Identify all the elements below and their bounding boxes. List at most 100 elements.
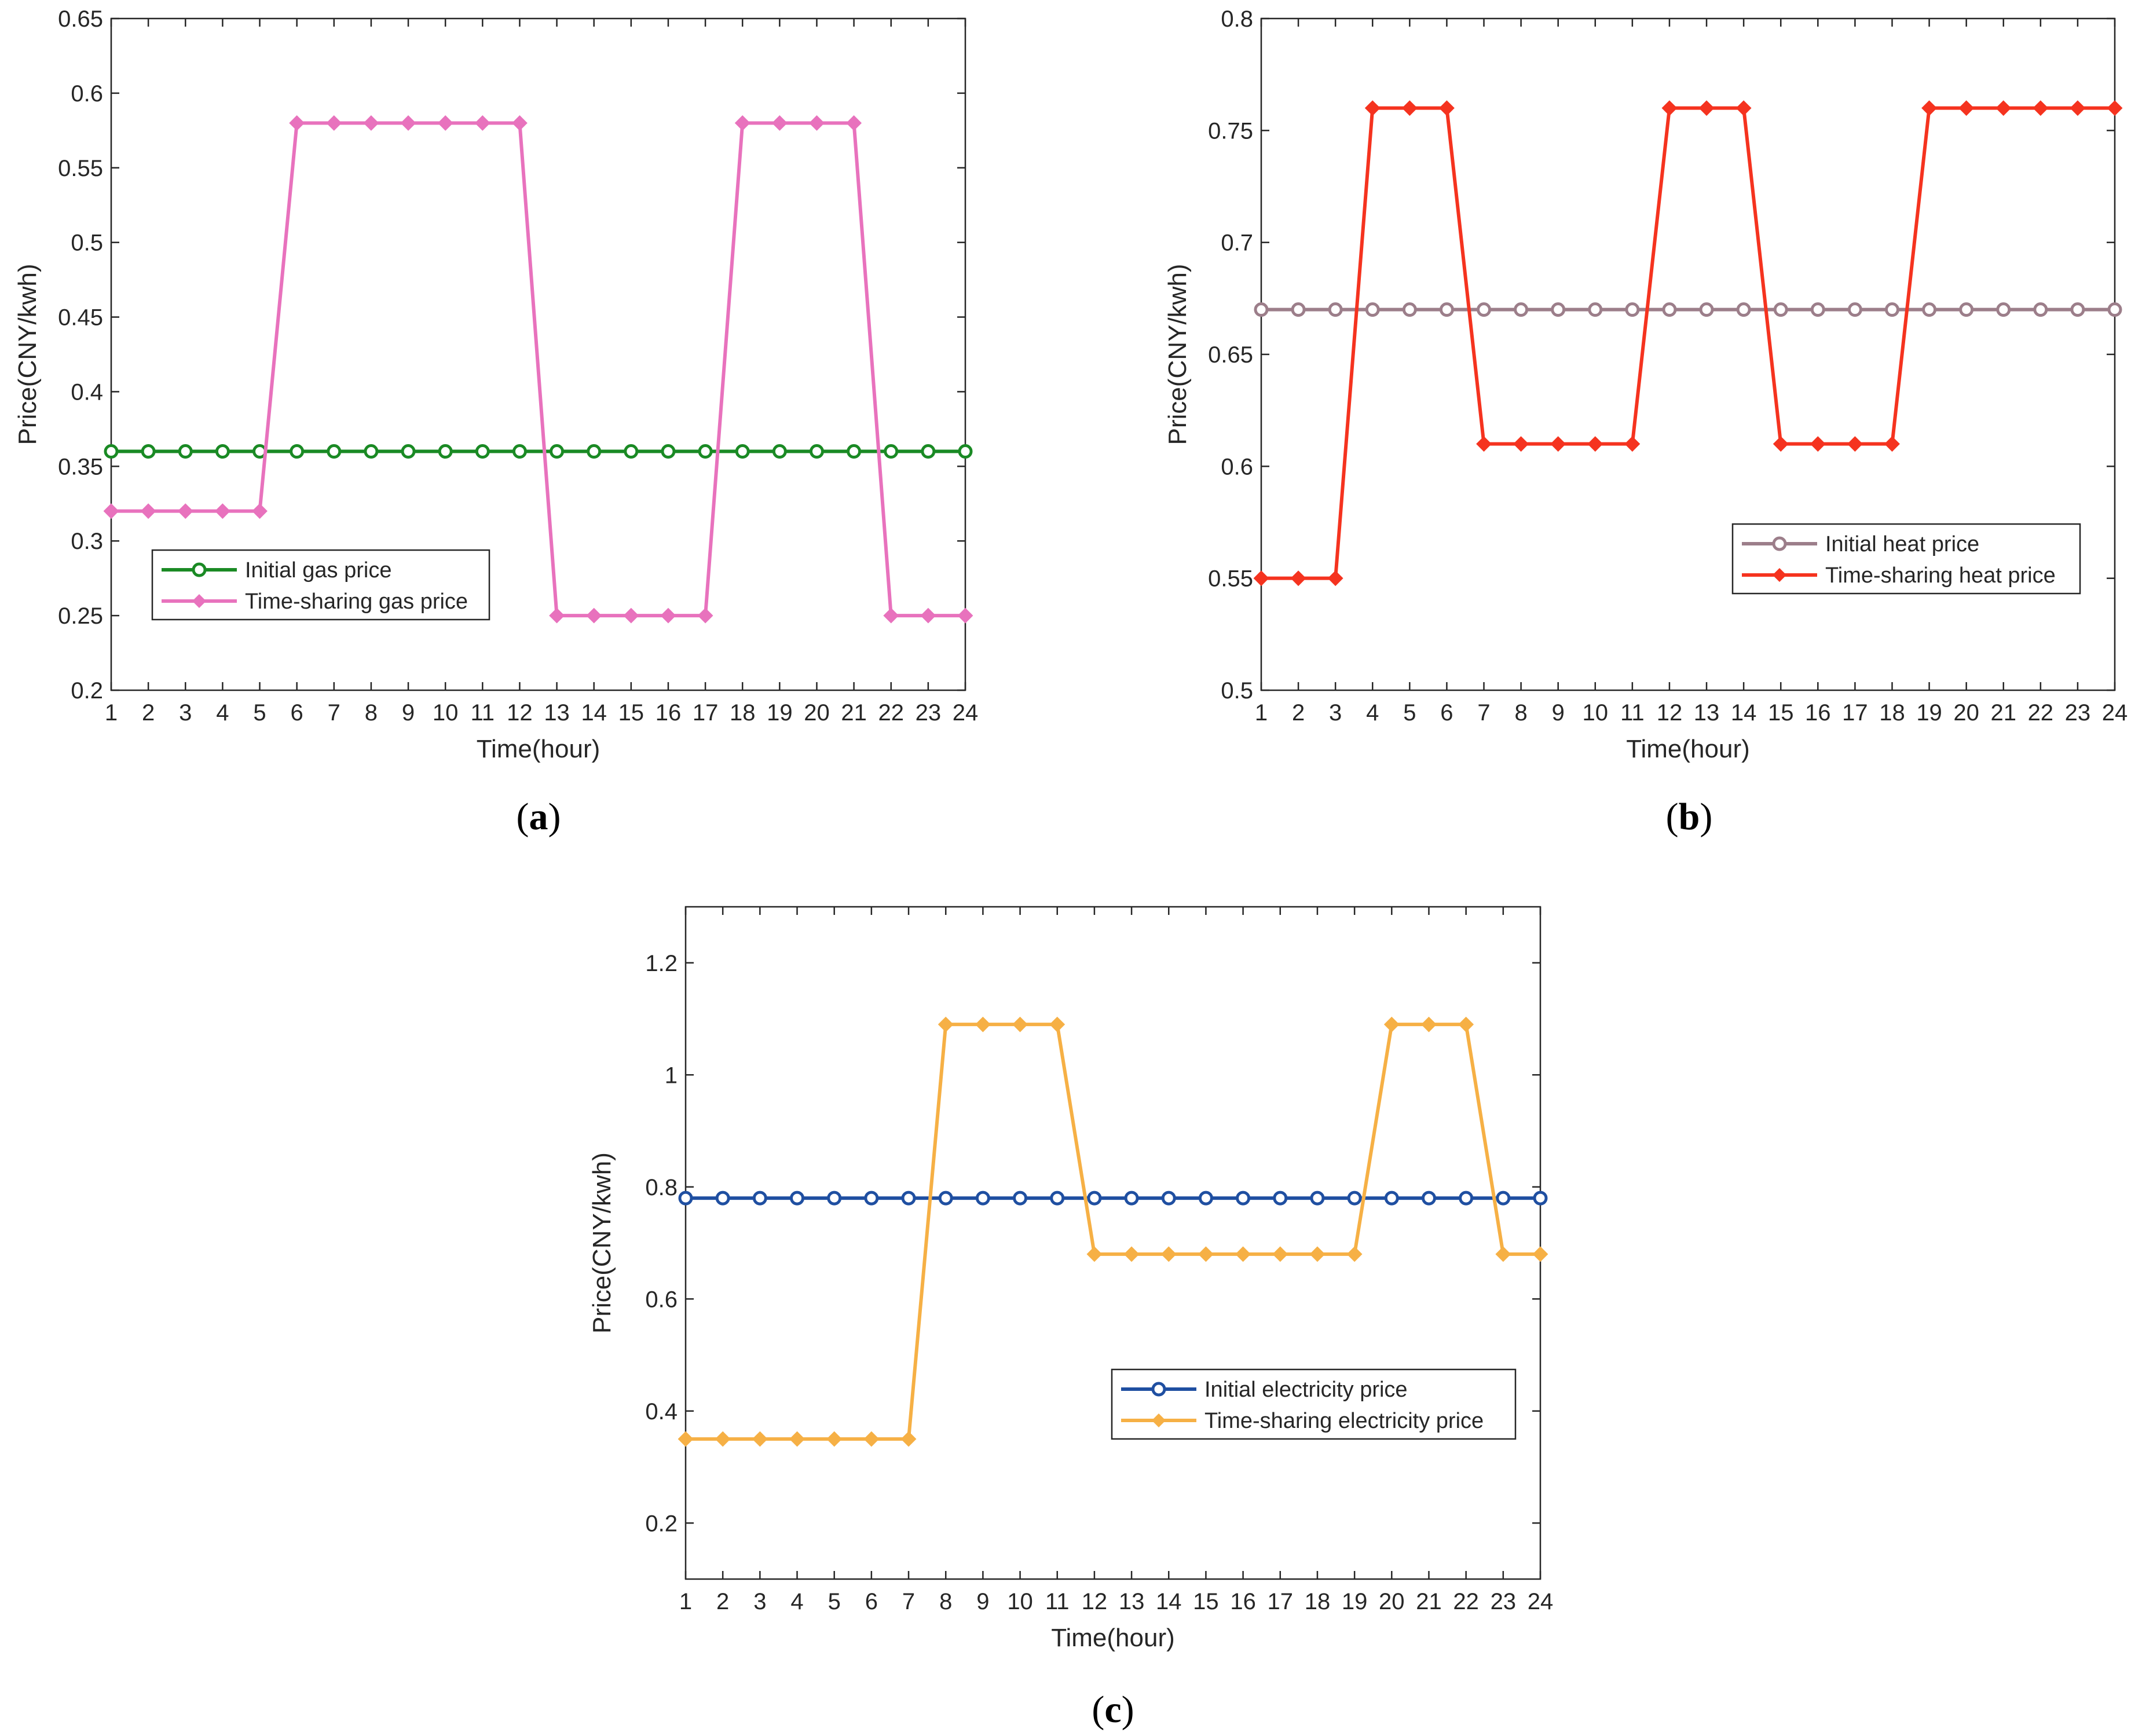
x-tick-label-a: 14	[581, 700, 607, 726]
data-point-a-1	[326, 115, 342, 131]
data-point-a-1	[103, 503, 119, 519]
legend-c: Initial electricity price Time-sharing el…	[1111, 1368, 1517, 1440]
x-tick-label-a: 18	[730, 700, 756, 726]
x-tick-label-b: 23	[2065, 700, 2091, 726]
x-tick-label-b: 8	[1514, 700, 1527, 726]
data-point-a-1	[957, 607, 973, 624]
data-point-c-0	[1161, 1191, 1176, 1206]
data-point-b-1	[1735, 100, 1752, 116]
data-point-a-1	[289, 115, 305, 131]
data-point-a-1	[474, 115, 490, 131]
y-tick-label-b: 0.55	[1208, 566, 1253, 592]
data-point-a-0	[587, 444, 602, 459]
data-point-b-1	[1253, 570, 1269, 587]
x-tick-label-c: 1	[679, 1589, 692, 1614]
x-tick-label-c: 6	[865, 1589, 878, 1614]
data-point-c-0	[1347, 1191, 1362, 1206]
data-point-c-1	[975, 1016, 991, 1032]
data-point-c-1	[1235, 1246, 1251, 1262]
x-tick-label-b: 11	[1620, 700, 1645, 726]
series-b-1	[1253, 100, 2123, 587]
data-point-a-0	[809, 444, 824, 459]
data-point-b-0	[2107, 302, 2122, 317]
data-point-a-1	[586, 607, 602, 624]
data-point-b-1	[1995, 100, 2012, 116]
data-point-c-1	[863, 1431, 880, 1447]
data-point-c-0	[1013, 1191, 1028, 1206]
x-tick-label-b: 6	[1440, 700, 1453, 726]
x-tick-label-a: 16	[656, 700, 682, 726]
y-tick-label-a: 0.45	[58, 305, 103, 331]
data-point-a-0	[550, 444, 565, 459]
x-tick-label-b: 10	[1583, 700, 1609, 726]
data-point-b-1	[1661, 100, 1678, 116]
x-tick-label-c: 10	[1007, 1589, 1033, 1614]
y-tick-label-c: 1	[665, 1063, 678, 1088]
data-point-b-1	[1327, 570, 1343, 587]
y-tick-label-a: 0.35	[58, 454, 103, 479]
data-point-a-0	[178, 444, 193, 459]
data-point-b-1	[1401, 100, 1418, 116]
x-tick-label-c: 11	[1045, 1589, 1070, 1614]
x-tick-label-c: 21	[1416, 1589, 1442, 1614]
data-point-c-1	[1123, 1246, 1140, 1262]
data-point-a-0	[698, 444, 713, 459]
legend-label-b-0: Initial heat price	[1825, 532, 1979, 556]
data-point-a-1	[734, 115, 750, 131]
y-axis-label-a: Price(CNY/kwh)	[13, 264, 42, 445]
x-tick-label-c: 18	[1305, 1589, 1331, 1614]
x-tick-label-a: 9	[402, 700, 415, 726]
panel-caption-letter-b: b	[1679, 796, 1700, 838]
data-point-a-0	[327, 444, 342, 459]
data-point-b-0	[1736, 302, 1751, 317]
x-tick-label-a: 11	[471, 700, 495, 726]
data-point-c-0	[827, 1191, 842, 1206]
data-point-a-0	[958, 444, 973, 459]
x-tick-label-a: 13	[544, 700, 570, 726]
data-point-b-1	[2107, 100, 2123, 116]
x-tick-label-c: 17	[1268, 1589, 1294, 1614]
x-tick-label-b: 3	[1329, 700, 1342, 726]
data-point-a-0	[772, 444, 787, 459]
y-tick-label-a: 0.55	[58, 156, 103, 181]
x-tick-label-c: 15	[1193, 1589, 1219, 1614]
data-point-c-0	[1421, 1191, 1436, 1206]
x-axis-label-c: Time(hour)	[1051, 1624, 1175, 1652]
x-tick-label-a: 12	[507, 700, 533, 726]
data-point-b-0	[1588, 302, 1603, 317]
data-point-a-1	[437, 115, 453, 131]
x-tick-label-b: 1	[1255, 700, 1268, 726]
data-point-c-0	[1236, 1191, 1251, 1206]
data-point-b-0	[1365, 302, 1380, 317]
legend-swatch-marker-b-0	[1772, 536, 1787, 551]
y-tick-label-a: 0.25	[58, 603, 103, 629]
legend-swatch-marker-a-0	[192, 562, 207, 577]
data-point-c-1	[678, 1431, 694, 1447]
data-point-a-1	[140, 503, 156, 519]
data-point-c-0	[1384, 1191, 1399, 1206]
data-point-a-1	[883, 607, 899, 624]
data-point-c-1	[1160, 1246, 1177, 1262]
panels: 1 2 3 4 5 6 7 8 9 10 11 12 13 14 15 16 17 18 19 20 21 22 23 240…	[13, 6, 2128, 1731]
x-tick-label-c: 12	[1082, 1589, 1108, 1614]
legend-label-b-1: Time-sharing heat price	[1825, 563, 2056, 588]
data-point-c-0	[715, 1191, 730, 1206]
data-point-a-0	[624, 444, 639, 459]
data-point-b-0	[1884, 302, 1899, 317]
x-tick-label-b: 7	[1477, 700, 1490, 726]
x-tick-label-b: 9	[1552, 700, 1565, 726]
data-point-c-0	[1496, 1191, 1511, 1206]
x-tick-label-c: 9	[976, 1589, 989, 1614]
data-point-c-1	[1049, 1016, 1066, 1032]
data-point-c-1	[752, 1431, 768, 1447]
data-point-b-1	[1958, 100, 1975, 116]
x-tick-label-b: 13	[1694, 700, 1720, 726]
data-point-c-0	[790, 1191, 805, 1206]
data-point-b-1	[1810, 436, 1826, 452]
data-point-c-1	[900, 1431, 917, 1447]
y-tick-label-b: 0.5	[1221, 678, 1253, 704]
x-tick-label-b: 24	[2102, 700, 2128, 726]
x-tick-label-c: 19	[1342, 1589, 1368, 1614]
data-point-c-1	[789, 1431, 805, 1447]
